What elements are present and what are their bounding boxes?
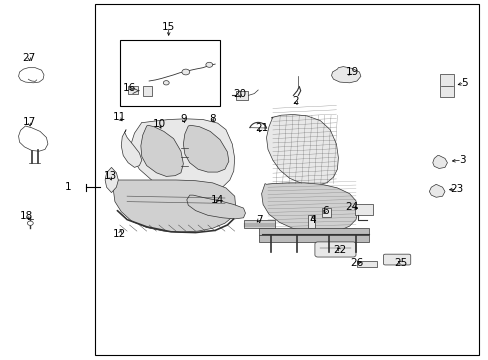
Bar — [321, 208, 330, 217]
Circle shape — [27, 221, 33, 225]
Text: 26: 26 — [349, 258, 363, 268]
Polygon shape — [113, 180, 235, 232]
Bar — [354, 204, 372, 215]
Text: 22: 22 — [332, 245, 346, 255]
Polygon shape — [141, 125, 183, 176]
Polygon shape — [105, 167, 118, 193]
Circle shape — [182, 69, 189, 75]
Text: 9: 9 — [180, 114, 186, 124]
Bar — [120, 40, 220, 106]
Polygon shape — [19, 68, 44, 83]
Bar — [307, 215, 315, 228]
Text: 1: 1 — [65, 182, 72, 192]
Text: 25: 25 — [393, 258, 407, 268]
Bar — [95, 4, 478, 355]
Polygon shape — [331, 67, 360, 83]
Bar — [235, 91, 247, 100]
Circle shape — [205, 62, 212, 67]
FancyBboxPatch shape — [383, 254, 410, 265]
Polygon shape — [131, 119, 234, 193]
Text: 4: 4 — [309, 215, 316, 225]
Text: 2: 2 — [292, 96, 299, 106]
Polygon shape — [186, 195, 245, 219]
Polygon shape — [428, 184, 444, 197]
Text: 16: 16 — [122, 83, 136, 93]
Text: 18: 18 — [20, 211, 34, 221]
Text: 15: 15 — [162, 22, 175, 32]
Text: 10: 10 — [152, 119, 165, 129]
Polygon shape — [261, 183, 357, 232]
Polygon shape — [266, 114, 338, 185]
Bar — [142, 86, 151, 96]
Text: 17: 17 — [22, 117, 36, 127]
Bar — [243, 220, 275, 228]
Polygon shape — [432, 156, 447, 168]
FancyBboxPatch shape — [314, 242, 355, 257]
Text: 19: 19 — [345, 67, 358, 77]
Text: 11: 11 — [113, 112, 126, 122]
Text: 7: 7 — [255, 215, 262, 225]
Text: 8: 8 — [209, 114, 216, 124]
Text: 21: 21 — [254, 123, 268, 133]
Circle shape — [163, 81, 169, 85]
Polygon shape — [19, 126, 48, 151]
Polygon shape — [183, 125, 228, 172]
Text: 3: 3 — [458, 155, 465, 165]
Bar — [259, 235, 368, 242]
Bar — [259, 228, 368, 235]
Text: 5: 5 — [460, 78, 467, 88]
Text: 27: 27 — [22, 53, 36, 63]
Text: 23: 23 — [449, 184, 463, 194]
Text: 6: 6 — [321, 206, 328, 216]
Text: 24: 24 — [345, 202, 358, 212]
Text: 14: 14 — [210, 195, 224, 205]
Polygon shape — [121, 130, 142, 167]
Bar — [439, 74, 453, 97]
Bar — [128, 86, 138, 94]
Bar — [356, 261, 376, 267]
Text: 12: 12 — [113, 229, 126, 239]
Text: 13: 13 — [103, 171, 117, 181]
Text: 20: 20 — [233, 89, 245, 99]
